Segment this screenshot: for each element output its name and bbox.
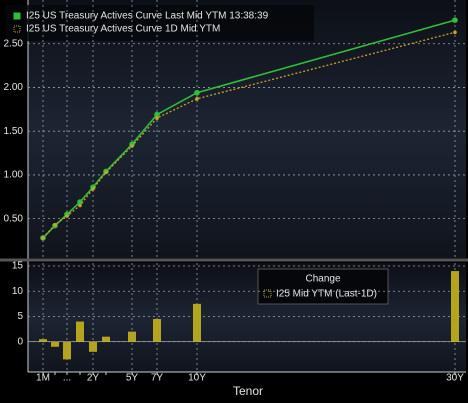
bar — [451, 271, 459, 342]
x-tick-label: 30Y — [446, 373, 464, 384]
point — [91, 187, 95, 191]
bar — [39, 339, 47, 342]
series-line — [42, 31, 456, 239]
x-tick-label: 7Y — [151, 373, 164, 384]
bar — [193, 303, 201, 342]
legend-label: I25 US Treasury Actives Curve 1D Mid YTM — [26, 24, 220, 35]
point — [130, 144, 134, 148]
bar — [102, 336, 110, 342]
point — [453, 30, 457, 35]
y-tick-label: 0 — [17, 336, 23, 347]
point — [104, 170, 108, 175]
legend-label: I25 US Treasury Actives Curve Last Mid Y… — [26, 11, 269, 22]
y-tick-label: 10 — [12, 286, 24, 297]
bottom-plot-area — [28, 263, 466, 372]
x-tick-label: ... — [63, 373, 71, 384]
y-tick-label: 5 — [17, 311, 23, 322]
legend-label: I25 Mid YTM (Last-1D) — [276, 289, 377, 300]
bar — [153, 319, 161, 342]
y-tick-label: 2.00 — [4, 82, 24, 93]
point — [41, 236, 45, 240]
point — [77, 199, 83, 205]
x-tick-label: 5Y — [126, 373, 139, 384]
point — [194, 89, 200, 96]
x-tick-label: 1M — [36, 373, 50, 384]
bar — [128, 331, 136, 342]
legend-box — [257, 268, 389, 305]
point — [154, 111, 160, 118]
bar — [63, 341, 71, 360]
top-legend: I25 US Treasury Actives Curve Last Mid Y… — [6, 5, 314, 41]
point — [65, 214, 69, 218]
bar — [89, 341, 97, 352]
point — [78, 203, 82, 208]
y-tick-label: 0.50 — [4, 213, 24, 224]
point — [53, 222, 57, 227]
x-tick-label: 2Y — [87, 373, 100, 384]
x-tick-label: 10Y — [188, 373, 206, 384]
y-tick-label: 2.50 — [4, 38, 24, 49]
legend-marker — [263, 289, 272, 298]
point — [195, 97, 199, 101]
bottom-legend: Change I25 Mid YTM (Last-1D) — [257, 268, 389, 305]
y-tick-label: 15 — [12, 261, 24, 272]
legend-box — [6, 5, 314, 41]
point — [452, 17, 458, 23]
top-plot-area — [28, 0, 466, 258]
y-tick-label: 1.50 — [4, 126, 24, 137]
legend-marker — [13, 25, 21, 33]
legend-marker — [13, 12, 21, 20]
legend-title: Change — [305, 274, 340, 285]
x-axis-title: Tenor — [233, 384, 263, 398]
y-tick-label: 1.00 — [4, 170, 24, 181]
bar — [76, 321, 84, 342]
bar — [51, 341, 59, 347]
point — [155, 116, 159, 120]
